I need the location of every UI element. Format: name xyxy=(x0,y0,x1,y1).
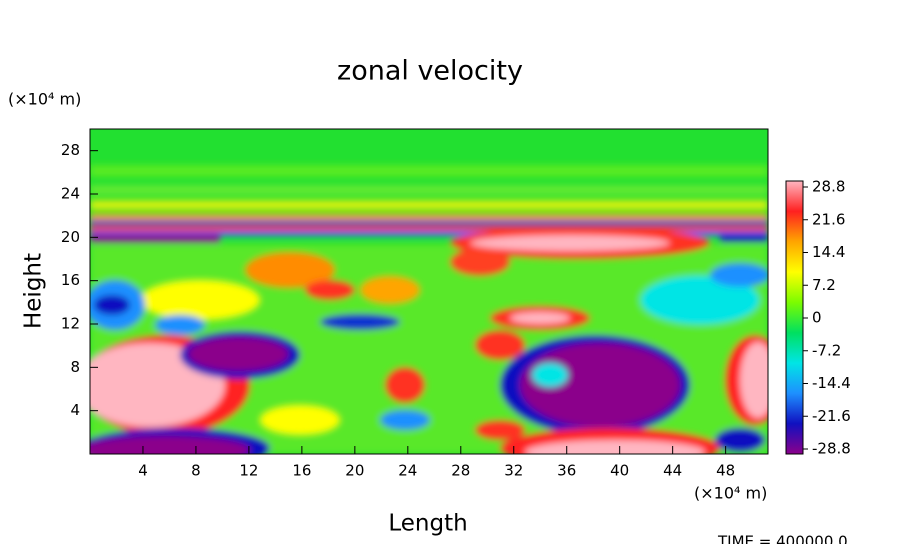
colorbar xyxy=(785,180,804,455)
chart-title: zonal velocity xyxy=(337,56,523,87)
x-tick-label: 36 xyxy=(557,462,576,480)
y-tick-label: 8 xyxy=(70,358,80,376)
x-tick-label: 8 xyxy=(191,462,201,480)
plot-frame xyxy=(89,128,769,455)
colorbar-tick-label: 21.6 xyxy=(812,210,845,228)
y-tick-label: 4 xyxy=(70,401,80,419)
colorbar-tick-label: -21.6 xyxy=(812,407,851,425)
y-tick-label: 12 xyxy=(61,315,80,333)
colorbar-tick-label: 14.4 xyxy=(812,243,845,261)
y-tick-label: 28 xyxy=(61,141,80,159)
x-tick-label: 4 xyxy=(138,462,148,480)
x-tick-label: 40 xyxy=(610,462,629,480)
colorbar-tick-label: -14.4 xyxy=(812,374,851,392)
x-tick-label: 24 xyxy=(398,462,417,480)
y-tick-label: 20 xyxy=(61,228,80,246)
y-tick-label: 24 xyxy=(61,185,80,203)
x-unit: (×10⁴ m) xyxy=(694,484,767,503)
x-tick-label: 20 xyxy=(345,462,364,480)
x-tick-label: 16 xyxy=(292,462,311,480)
x-tick-label: 12 xyxy=(239,462,258,480)
colorbar-tick-label: 28.8 xyxy=(812,178,845,196)
y-tick-label: 16 xyxy=(61,271,80,289)
colorbar-tick-label: -7.2 xyxy=(812,341,841,359)
y-unit: (×10⁴ m) xyxy=(8,90,81,109)
x-axis-label: Length xyxy=(388,511,467,537)
contour-field xyxy=(90,129,768,454)
x-tick-label: 48 xyxy=(716,462,735,480)
y-axis-label: Height xyxy=(21,253,47,329)
colorbar-tick-label: 0 xyxy=(812,309,822,327)
time-footer: TIME = 400000.0 xyxy=(717,533,848,544)
x-tick-label: 32 xyxy=(504,462,523,480)
x-tick-label: 28 xyxy=(451,462,470,480)
colorbar-tick-label: -28.8 xyxy=(812,440,851,458)
colorbar-tick-label: 7.2 xyxy=(812,276,836,294)
x-tick-label: 44 xyxy=(663,462,682,480)
